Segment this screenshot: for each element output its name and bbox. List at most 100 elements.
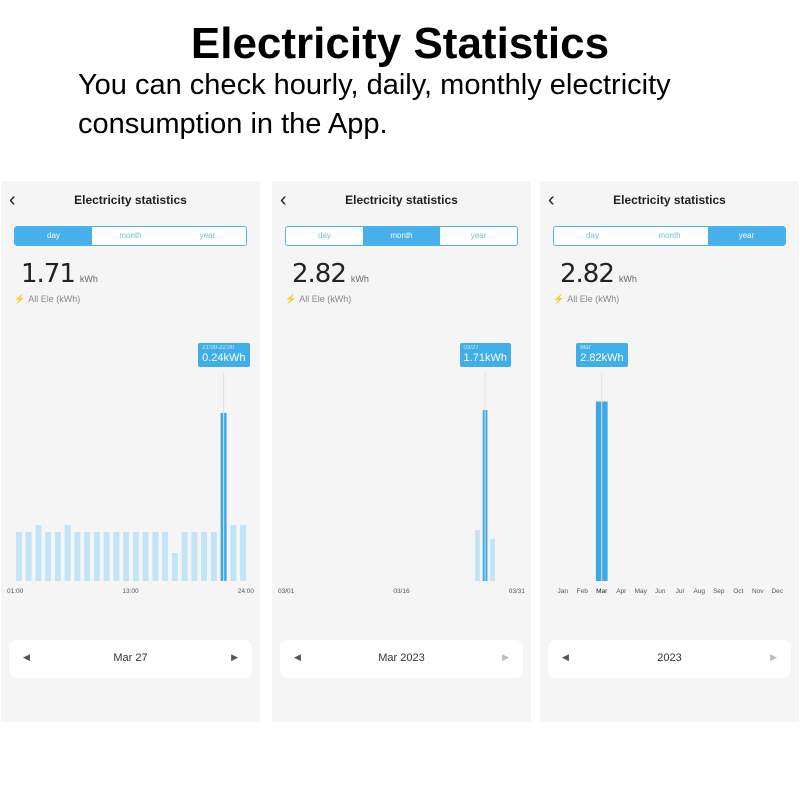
- chart-bar[interactable]: [54, 532, 61, 581]
- tooltip-value: 1.71kWh: [463, 352, 507, 364]
- tab-day[interactable]: day: [586, 231, 599, 240]
- next-period-icon[interactable]: ▶: [502, 652, 509, 662]
- phone-screen-month: ‹ Electricity statistics day month year …: [272, 181, 531, 722]
- chart-bar[interactable]: [123, 532, 130, 581]
- prev-period-icon[interactable]: ◀: [562, 652, 569, 662]
- tab-year[interactable]: year: [470, 231, 487, 240]
- lightning-icon: ⚡: [285, 294, 297, 304]
- tab-day[interactable]: day: [318, 231, 331, 240]
- x-tick-label: Dec: [771, 588, 783, 595]
- x-tick-label: Oct: [733, 588, 743, 595]
- chart-bar[interactable]: [191, 532, 198, 581]
- x-tick-label: 03/31: [509, 588, 526, 595]
- total-value: 2.82: [292, 259, 347, 289]
- tab-day[interactable]: day: [15, 227, 92, 245]
- chart-bar[interactable]: [35, 525, 42, 581]
- total-unit: kWh: [618, 274, 637, 284]
- next-period-icon[interactable]: ▶: [231, 652, 238, 662]
- tab-year[interactable]: year: [708, 227, 785, 245]
- subheadline: You can check hourly, daily, monthly ele…: [78, 69, 671, 140]
- x-tick-label: Apr: [616, 588, 627, 595]
- date-pager: ◀ Mar 2023 ▶: [280, 640, 523, 678]
- chart-bar[interactable]: [490, 539, 495, 581]
- x-tick-label: Nov: [752, 588, 764, 595]
- meter-caption: ⚡ All Ele (kWh): [14, 294, 80, 305]
- chart-bar[interactable]: [201, 532, 208, 581]
- back-chevron-icon[interactable]: ‹: [548, 189, 555, 211]
- chart-tooltip: Mar 2.82kWh: [576, 343, 628, 367]
- chart-bar[interactable]: [25, 532, 32, 581]
- x-tick-label: 24:00: [238, 588, 255, 595]
- tooltip-value: 0.24kWh: [202, 352, 246, 364]
- next-period-icon[interactable]: ▶: [770, 652, 777, 662]
- chart-bar[interactable]: [162, 532, 169, 581]
- chart-bar[interactable]: [84, 532, 91, 581]
- tab-month[interactable]: month: [363, 227, 440, 245]
- meter-label: All Ele (kWh): [299, 294, 352, 304]
- chart-bar[interactable]: [113, 532, 120, 581]
- pager-label: 2023: [657, 652, 682, 664]
- chart-bar[interactable]: [15, 532, 22, 581]
- chart-bar[interactable]: [230, 525, 237, 581]
- chart-bar[interactable]: [240, 525, 247, 581]
- chart-bar[interactable]: [152, 532, 159, 581]
- x-tick-label: Jan: [558, 588, 569, 595]
- meter-caption: ⚡ All Ele (kWh): [285, 294, 351, 305]
- total-unit: kWh: [79, 274, 98, 284]
- tab-year[interactable]: year: [199, 231, 216, 240]
- phone-screen-day: ‹ Electricity statistics day month year …: [1, 181, 260, 722]
- pager-label: Mar 27: [113, 652, 148, 664]
- total-value: 2.82: [560, 259, 615, 289]
- headline: Electricity Statistics: [190, 19, 610, 68]
- chart-bar[interactable]: [45, 532, 52, 581]
- back-chevron-icon[interactable]: ‹: [280, 189, 287, 211]
- usage-chart[interactable]: 01:00 13:00 24:00: [1, 311, 260, 601]
- usage-chart[interactable]: Jan Feb Mar Apr May Jun Jul Aug Sep Oct Nov Dec: [540, 311, 799, 601]
- chart-bar[interactable]: [181, 532, 188, 581]
- screen-title: Electricity statistics: [613, 193, 726, 207]
- chart-bar[interactable]: [210, 532, 217, 581]
- screen-title: Electricity statistics: [345, 193, 458, 207]
- chart-tooltip: 03/27 1.71kWh: [459, 343, 511, 367]
- tooltip-value: 2.82kWh: [580, 352, 624, 364]
- meter-label: All Ele (kWh): [28, 294, 81, 304]
- x-tick-label: 01:00: [7, 588, 24, 595]
- prev-period-icon[interactable]: ◀: [23, 652, 30, 662]
- chart-bar[interactable]: [132, 532, 139, 581]
- lightning-icon: ⚡: [14, 294, 26, 304]
- lightning-icon: ⚡: [553, 294, 565, 304]
- usage-chart[interactable]: 03/01 03/16 03/31: [272, 311, 531, 601]
- back-chevron-icon[interactable]: ‹: [9, 189, 16, 211]
- total-value: 1.71: [21, 259, 76, 289]
- total-consumption: 2.82 kWh: [292, 259, 369, 289]
- chart-bar[interactable]: [142, 532, 149, 581]
- x-tick-label: 13:00: [122, 588, 139, 595]
- period-tabs: day month year: [285, 226, 518, 246]
- chart-bar[interactable]: [171, 553, 178, 581]
- chart-tooltip: 21:00-22:00 0.24kWh: [198, 343, 250, 367]
- total-consumption: 1.71 kWh: [21, 259, 98, 289]
- meter-caption: ⚡ All Ele (kWh): [553, 294, 619, 305]
- x-tick-label: Aug: [693, 588, 705, 595]
- prev-period-icon[interactable]: ◀: [294, 652, 301, 662]
- tab-month[interactable]: month: [119, 231, 142, 240]
- x-tick-label: Jul: [676, 588, 685, 595]
- chart-bar[interactable]: [103, 532, 110, 581]
- chart-bar[interactable]: [74, 532, 81, 581]
- x-tick-label: May: [635, 588, 648, 595]
- x-tick-label: Jun: [655, 588, 666, 595]
- date-pager: ◀ Mar 27 ▶: [9, 640, 252, 678]
- total-unit: kWh: [350, 274, 369, 284]
- meter-label: All Ele (kWh): [567, 294, 620, 304]
- chart-bar[interactable]: [475, 530, 480, 581]
- tooltip-period: Mar: [580, 345, 591, 351]
- chart-bar[interactable]: [93, 532, 100, 581]
- date-pager: ◀ 2023 ▶: [548, 640, 791, 678]
- tab-month[interactable]: month: [658, 231, 681, 240]
- chart-bar[interactable]: [64, 525, 71, 581]
- total-consumption: 2.82 kWh: [560, 259, 637, 289]
- phone-screen-year: ‹ Electricity statistics day month year …: [540, 181, 799, 722]
- pager-label: Mar 2023: [378, 652, 425, 664]
- x-tick-label: 03/16: [393, 588, 410, 595]
- x-tick-label: Feb: [577, 588, 589, 595]
